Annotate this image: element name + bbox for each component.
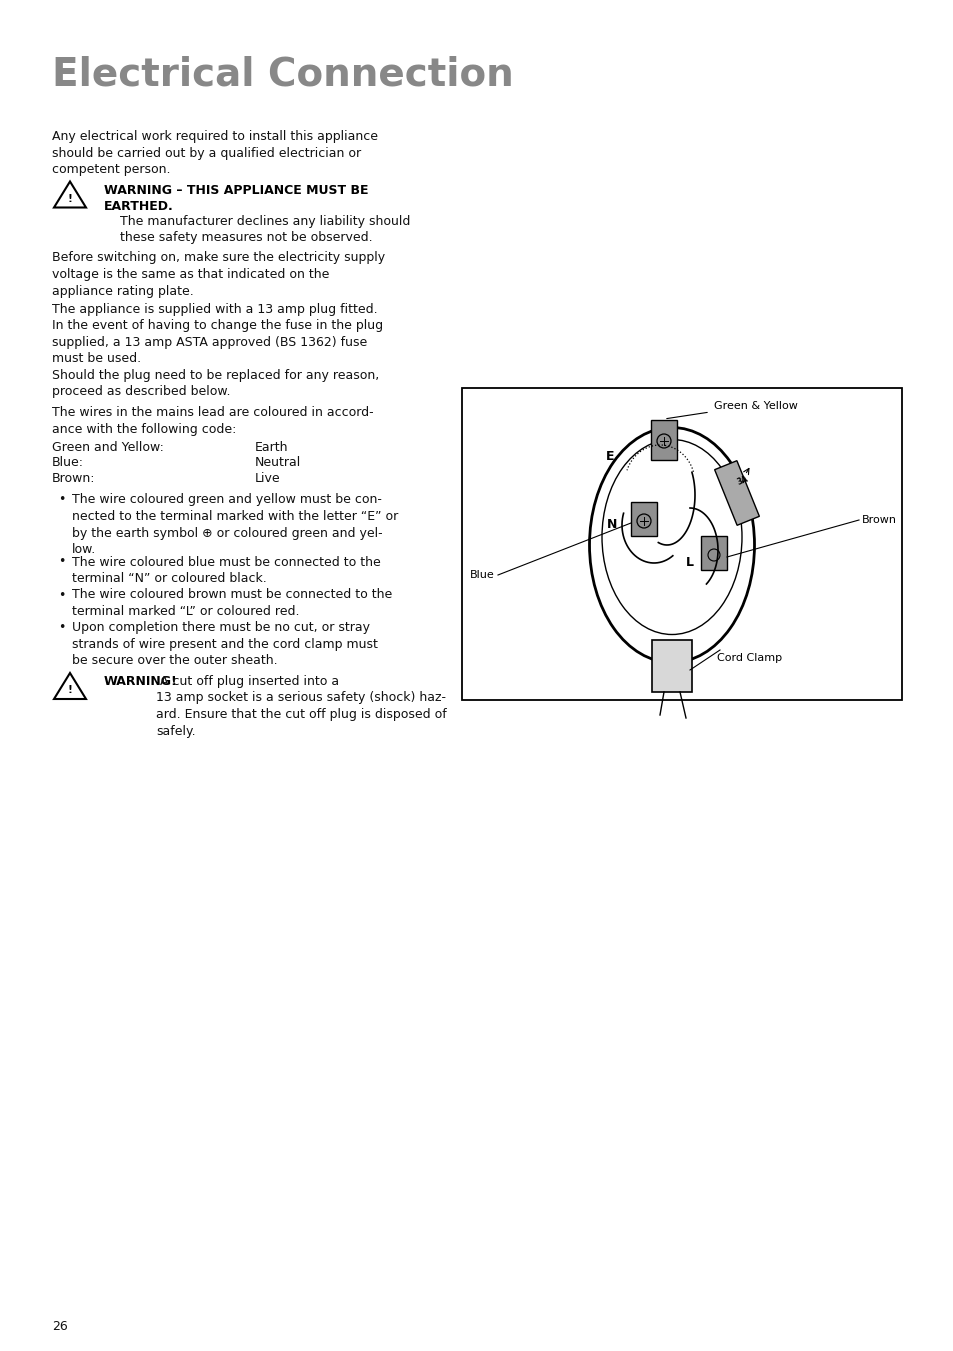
Bar (700, 536, 726, 570)
Text: Green and Yellow:: Green and Yellow: (52, 440, 164, 454)
Text: The wires in the mains lead are coloured in accord-
ance with the following code: The wires in the mains lead are coloured… (52, 407, 374, 435)
Text: 26: 26 (52, 1320, 68, 1333)
Text: N: N (606, 519, 617, 531)
Text: E: E (605, 450, 614, 463)
Text: Green & Yellow: Green & Yellow (713, 401, 797, 411)
Polygon shape (714, 461, 759, 526)
Text: The wire coloured blue must be connected to the
terminal “N” or coloured black.: The wire coloured blue must be connected… (71, 555, 380, 585)
Text: The manufacturer declines any liability should
    these safety measures not be : The manufacturer declines any liability … (104, 215, 410, 245)
Text: Blue:: Blue: (52, 457, 84, 470)
Text: •: • (58, 555, 66, 569)
Text: Upon completion there must be no cut, or stray
strands of wire present and the c: Upon completion there must be no cut, or… (71, 621, 377, 667)
Text: WARNING – THIS APPLIANCE MUST BE
EARTHED.: WARNING – THIS APPLIANCE MUST BE EARTHED… (104, 184, 368, 213)
Text: Any electrical work required to install this appliance
should be carried out by : Any electrical work required to install … (52, 130, 377, 176)
Text: Blue: Blue (470, 570, 495, 580)
Text: Live: Live (254, 471, 280, 485)
Text: •: • (58, 621, 66, 635)
Text: 3A: 3A (736, 474, 749, 488)
Text: !: ! (68, 193, 72, 204)
Bar (650, 420, 677, 459)
Text: Cord Clamp: Cord Clamp (717, 653, 781, 663)
Text: Electrical Connection: Electrical Connection (52, 55, 514, 93)
Bar (461, 388, 901, 700)
Text: Before switching on, make sure the electricity supply
voltage is the same as tha: Before switching on, make sure the elect… (52, 251, 385, 297)
Text: The appliance is supplied with a 13 amp plug fitted.
In the event of having to c: The appliance is supplied with a 13 amp … (52, 303, 383, 366)
Text: Brown:: Brown: (52, 471, 95, 485)
Text: A cut off plug inserted into a
13 amp socket is a serious safety (shock) haz-
ar: A cut off plug inserted into a 13 amp so… (156, 676, 446, 738)
Text: Should the plug need to be replaced for any reason,
proceed as described below.: Should the plug need to be replaced for … (52, 369, 379, 399)
Text: !: ! (68, 685, 72, 694)
Text: Brown: Brown (862, 515, 896, 526)
Bar (630, 503, 657, 536)
Bar (651, 640, 691, 692)
Text: •: • (58, 589, 66, 601)
Text: Neutral: Neutral (254, 457, 301, 470)
Text: The wire coloured green and yellow must be con-
nected to the terminal marked wi: The wire coloured green and yellow must … (71, 493, 397, 557)
Text: The wire coloured brown must be connected to the
terminal marked “L” or coloured: The wire coloured brown must be connecte… (71, 589, 392, 617)
Text: WARNING!: WARNING! (104, 676, 177, 688)
Text: •: • (58, 493, 66, 507)
Text: L: L (685, 557, 693, 570)
Text: Earth: Earth (254, 440, 288, 454)
